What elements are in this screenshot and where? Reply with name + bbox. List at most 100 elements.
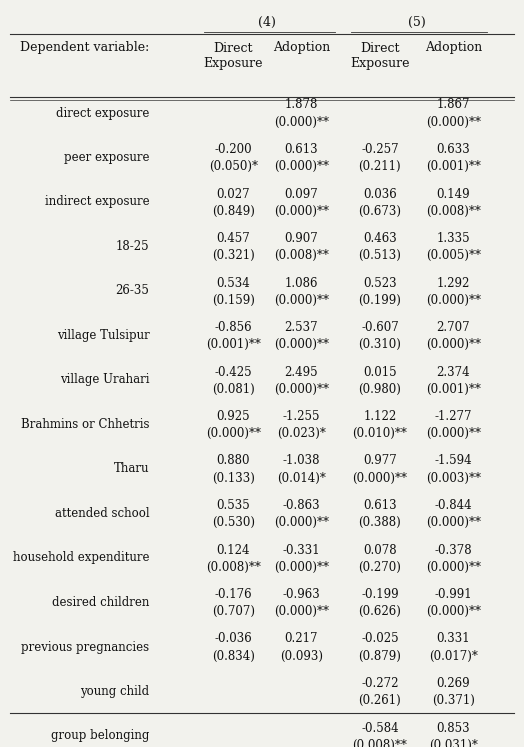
Text: 0.613: 0.613 [363, 499, 397, 512]
Text: (0.199): (0.199) [358, 294, 401, 306]
Text: -0.200: -0.200 [214, 143, 252, 156]
Text: Brahmins or Chhetris: Brahmins or Chhetris [21, 418, 149, 431]
Text: 0.015: 0.015 [363, 365, 397, 379]
Text: (0.000)**: (0.000)** [274, 605, 329, 618]
Text: 0.853: 0.853 [436, 722, 470, 734]
Text: (0.008)**: (0.008)** [274, 249, 329, 262]
Text: (4): (4) [258, 16, 276, 28]
Text: (0.879): (0.879) [358, 649, 401, 663]
Text: (0.530): (0.530) [212, 516, 255, 529]
Text: 0.613: 0.613 [285, 143, 318, 156]
Text: (0.849): (0.849) [212, 205, 255, 217]
Text: Adoption: Adoption [424, 42, 482, 55]
Text: (0.008)**: (0.008)** [353, 739, 407, 747]
Text: (0.000)**: (0.000)** [426, 294, 481, 306]
Text: (0.133): (0.133) [212, 471, 255, 485]
Text: 0.925: 0.925 [216, 410, 250, 423]
Text: (0.000)**: (0.000)** [426, 338, 481, 351]
Text: 0.097: 0.097 [285, 187, 318, 200]
Text: (0.980): (0.980) [358, 382, 401, 395]
Text: 1.867: 1.867 [436, 99, 470, 111]
Text: (0.310): (0.310) [358, 338, 401, 351]
Text: 1.878: 1.878 [285, 99, 318, 111]
Text: Direct: Direct [360, 42, 400, 55]
Text: -0.036: -0.036 [214, 633, 252, 645]
Text: 0.463: 0.463 [363, 232, 397, 245]
Text: -0.257: -0.257 [361, 143, 399, 156]
Text: -1.594: -1.594 [434, 454, 472, 468]
Text: (0.000)**: (0.000)** [206, 427, 260, 440]
Text: indirect exposure: indirect exposure [45, 196, 149, 208]
Text: 2.537: 2.537 [285, 321, 318, 334]
Text: young child: young child [80, 685, 149, 698]
Text: (0.371): (0.371) [432, 694, 475, 707]
Text: -1.255: -1.255 [282, 410, 320, 423]
Text: Dependent variable:: Dependent variable: [20, 42, 149, 55]
Text: (0.017)*: (0.017)* [429, 649, 478, 663]
Text: (0.834): (0.834) [212, 649, 255, 663]
Text: 0.027: 0.027 [216, 187, 250, 200]
Text: direct exposure: direct exposure [56, 107, 149, 120]
Text: 0.457: 0.457 [216, 232, 250, 245]
Text: 2.495: 2.495 [285, 365, 318, 379]
Text: 0.535: 0.535 [216, 499, 250, 512]
Text: (0.000)**: (0.000)** [274, 382, 329, 395]
Text: -0.272: -0.272 [361, 677, 399, 690]
Text: household expenditure: household expenditure [13, 551, 149, 565]
Text: (0.000)**: (0.000)** [274, 116, 329, 128]
Text: (0.261): (0.261) [358, 694, 401, 707]
Text: -0.378: -0.378 [434, 544, 472, 557]
Text: 0.124: 0.124 [216, 544, 250, 557]
Text: (0.000)**: (0.000)** [426, 560, 481, 574]
Text: (0.008)**: (0.008)** [206, 560, 260, 574]
Text: peer exposure: peer exposure [64, 151, 149, 164]
Text: Exposure: Exposure [203, 57, 263, 69]
Text: 0.977: 0.977 [363, 454, 397, 468]
Text: (0.023)*: (0.023)* [277, 427, 326, 440]
Text: Tharu: Tharu [114, 462, 149, 476]
Text: -0.856: -0.856 [214, 321, 252, 334]
Text: -0.584: -0.584 [361, 722, 399, 734]
Text: (0.513): (0.513) [358, 249, 401, 262]
Text: 0.907: 0.907 [285, 232, 318, 245]
Text: previous pregnancies: previous pregnancies [21, 640, 149, 654]
Text: (0.081): (0.081) [212, 382, 255, 395]
Text: Direct: Direct [213, 42, 253, 55]
Text: (0.270): (0.270) [358, 560, 401, 574]
Text: -1.038: -1.038 [282, 454, 320, 468]
Text: -0.176: -0.176 [214, 588, 252, 601]
Text: (0.008)**: (0.008)** [426, 205, 481, 217]
Text: 2.707: 2.707 [436, 321, 470, 334]
Text: (0.001)**: (0.001)** [426, 382, 481, 395]
Text: attended school: attended school [54, 507, 149, 520]
Text: group belonging: group belonging [51, 730, 149, 743]
Text: -0.025: -0.025 [361, 633, 399, 645]
Text: -0.331: -0.331 [282, 544, 320, 557]
Text: (0.000)**: (0.000)** [274, 205, 329, 217]
Text: (0.003)**: (0.003)** [426, 471, 481, 485]
Text: (0.159): (0.159) [212, 294, 255, 306]
Text: 1.335: 1.335 [436, 232, 470, 245]
Text: 1.122: 1.122 [363, 410, 397, 423]
Text: (0.626): (0.626) [358, 605, 401, 618]
Text: (0.093): (0.093) [280, 649, 323, 663]
Text: 0.217: 0.217 [285, 633, 318, 645]
Text: (0.001)**: (0.001)** [426, 160, 481, 173]
Text: -0.863: -0.863 [282, 499, 320, 512]
Text: (0.001)**: (0.001)** [206, 338, 260, 351]
Text: (0.000)**: (0.000)** [274, 160, 329, 173]
Text: 0.534: 0.534 [216, 276, 250, 290]
Text: (0.010)**: (0.010)** [353, 427, 407, 440]
Text: 0.036: 0.036 [363, 187, 397, 200]
Text: 0.633: 0.633 [436, 143, 470, 156]
Text: -0.991: -0.991 [434, 588, 472, 601]
Text: 26-35: 26-35 [115, 285, 149, 297]
Text: 18-25: 18-25 [116, 240, 149, 253]
Text: 2.374: 2.374 [436, 365, 470, 379]
Text: (0.388): (0.388) [358, 516, 401, 529]
Text: (0.673): (0.673) [358, 205, 401, 217]
Text: (0.000)**: (0.000)** [274, 338, 329, 351]
Text: -0.425: -0.425 [214, 365, 252, 379]
Text: (0.000)**: (0.000)** [274, 294, 329, 306]
Text: -0.963: -0.963 [282, 588, 320, 601]
